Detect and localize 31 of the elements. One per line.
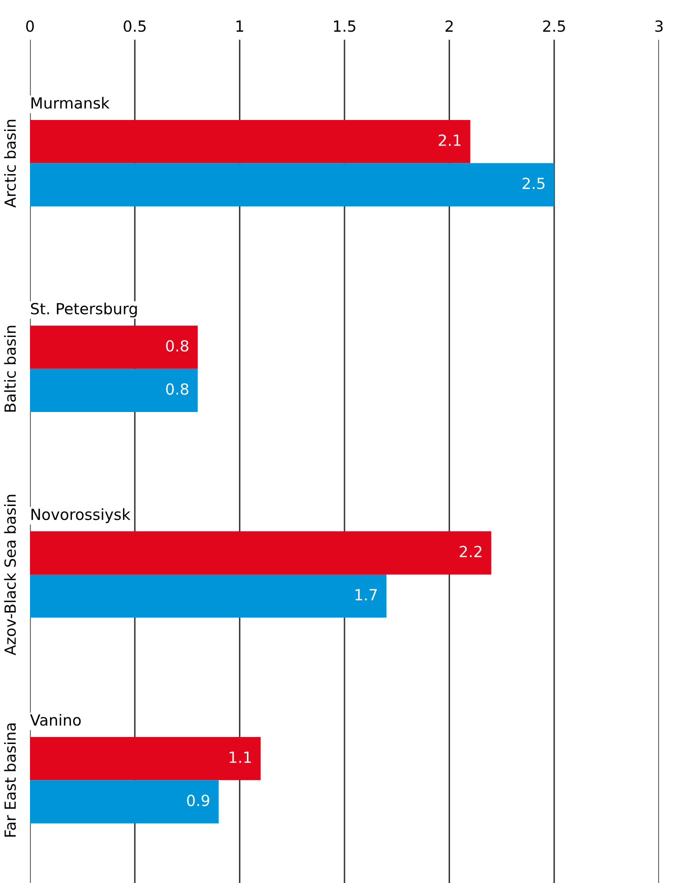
y-tick-label: Azov-Black Sea basin	[4, 494, 16, 656]
data-label: 2.2	[460, 546, 482, 558]
annotation: Vanino	[30, 714, 81, 726]
annotation: St. Petersburg	[31, 302, 137, 318]
x-tick-label: 3	[655, 20, 663, 32]
data-label: 1.1	[230, 752, 251, 763]
y-tick-label: Baltic basin	[4, 326, 16, 412]
x-tick-label: 0.5	[124, 20, 146, 32]
x-tick-label: 1	[236, 20, 244, 32]
x-tick-label: 2.5	[543, 20, 565, 32]
annotation: Novorossiysk	[32, 508, 130, 524]
bar	[30, 736, 261, 780]
data-label: 2.5	[522, 178, 544, 190]
bar	[30, 163, 554, 206]
y-tick-label: Far East basina	[4, 724, 16, 837]
x-tick-label: 2	[446, 20, 453, 32]
bar	[30, 780, 219, 824]
bar	[30, 326, 198, 369]
data-label: 0.8	[166, 340, 188, 352]
data-label: 1.7	[355, 589, 377, 600]
data-label: 2.1	[438, 134, 461, 146]
bar	[30, 120, 470, 164]
bar	[30, 368, 198, 412]
annotation: Murmansk	[32, 96, 110, 109]
y-tick-label: Arctic basin	[4, 120, 16, 208]
data-label: 0.8	[166, 383, 188, 395]
x-tick-label: 1.5	[334, 20, 356, 32]
bar	[30, 574, 386, 618]
bar	[30, 531, 492, 574]
data-label: 0.9	[187, 794, 210, 806]
x-tick-label: 0	[26, 20, 34, 32]
